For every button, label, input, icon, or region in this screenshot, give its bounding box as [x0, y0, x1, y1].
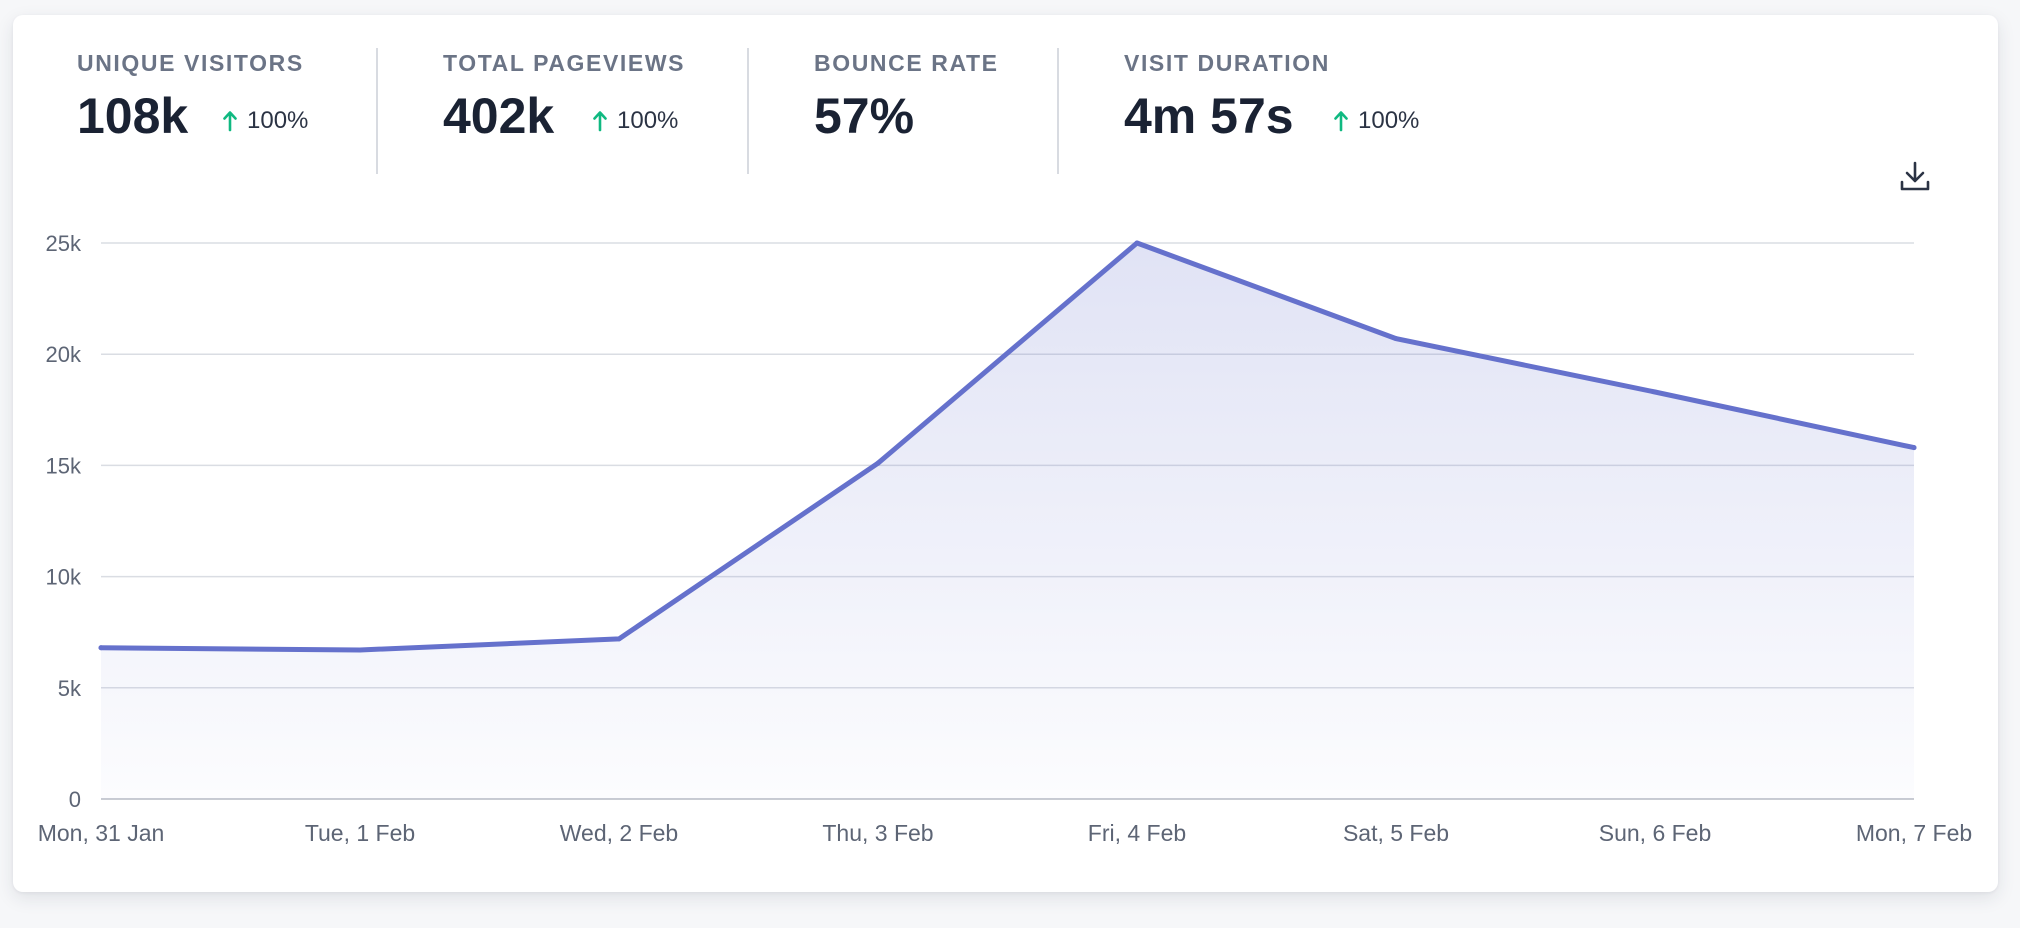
stat-value: 4m 57s: [1124, 88, 1294, 144]
visitors-card: UNIQUE VISITORS 108k 100% TOTAL PAGEVIEW…: [13, 15, 1998, 892]
chart-x-tick-label: Fri, 4 Feb: [1088, 820, 1186, 846]
chart-y-axis: 0 5k 10k 15k 20k 25k: [46, 231, 82, 812]
chart-area-fill: [101, 243, 1914, 799]
visitors-chart: 0 5k 10k 15k 20k 25k Mon, 31 Jan Tue, 1 Feb Wed…: [38, 231, 1972, 846]
chart-y-tick-label: 0: [69, 787, 81, 812]
stat-unique-visitors[interactable]: UNIQUE VISITORS 108k 100%: [77, 15, 377, 175]
stat-change-value: 100%: [247, 107, 309, 134]
download-icon[interactable]: [1898, 160, 1932, 194]
arrow-up-icon: [593, 111, 607, 132]
stat-label: UNIQUE VISITORS: [77, 50, 304, 76]
chart-data-point: [98, 645, 104, 651]
chart-data-point: [616, 636, 622, 642]
chart-y-tick-label: 20k: [46, 342, 82, 367]
chart-x-tick-label: Thu, 3 Feb: [822, 820, 933, 846]
chart-x-tick-label: Mon, 31 Jan: [38, 820, 165, 846]
stat-change: 100%: [593, 107, 678, 135]
stat-label: VISIT DURATION: [1124, 50, 1330, 76]
chart-data-point: [1911, 445, 1917, 451]
chart-y-tick-label: 15k: [46, 453, 82, 478]
chart-x-tick-label: Sun, 6 Feb: [1599, 820, 1712, 846]
stat-visit-duration[interactable]: VISIT DURATION 4m 57s 100%: [1124, 15, 1464, 175]
stat-value: 108k: [77, 88, 189, 144]
chart-data-point: [1393, 336, 1399, 342]
chart-data-point: [875, 460, 881, 466]
chart-data-point: [1134, 240, 1140, 246]
stat-divider: [376, 48, 378, 174]
chart-x-tick-label: Sat, 5 Feb: [1343, 820, 1449, 846]
chart-x-tick-label: Tue, 1 Feb: [305, 820, 415, 846]
stat-label: TOTAL PAGEVIEWS: [443, 50, 686, 76]
stat-divider: [1057, 48, 1059, 174]
stat-divider: [747, 48, 749, 174]
stat-change: 100%: [1334, 107, 1419, 135]
chart-data-point: [1652, 389, 1658, 395]
chart-y-tick-label: 10k: [46, 565, 82, 590]
stat-change: 100%: [223, 107, 308, 135]
chart-y-tick-label: 5k: [58, 676, 82, 701]
stat-change-value: 100%: [1358, 107, 1420, 134]
stat-label: BOUNCE RATE: [814, 50, 999, 76]
stat-total-pageviews[interactable]: TOTAL PAGEVIEWS 402k 100%: [443, 15, 743, 175]
chart-x-axis: Mon, 31 Jan Tue, 1 Feb Wed, 2 Feb Thu, 3 Fe…: [38, 820, 1972, 846]
arrow-up-icon: [1334, 111, 1348, 132]
chart-y-tick-label: 25k: [46, 231, 82, 256]
chart-points: [98, 240, 1917, 653]
chart-x-tick-label: Mon, 7 Feb: [1856, 820, 1972, 846]
stat-change-value: 100%: [617, 107, 679, 134]
stat-bounce-rate[interactable]: BOUNCE RATE 57%: [814, 15, 1054, 175]
chart-data-point: [357, 647, 363, 653]
stat-value: 402k: [443, 88, 555, 144]
arrow-up-icon: [223, 111, 237, 132]
chart-series-line: [98, 240, 1917, 653]
chart-x-tick-label: Wed, 2 Feb: [560, 820, 678, 846]
stats-row: UNIQUE VISITORS 108k 100% TOTAL PAGEVIEW…: [13, 15, 1998, 175]
stat-value: 57%: [814, 88, 915, 144]
